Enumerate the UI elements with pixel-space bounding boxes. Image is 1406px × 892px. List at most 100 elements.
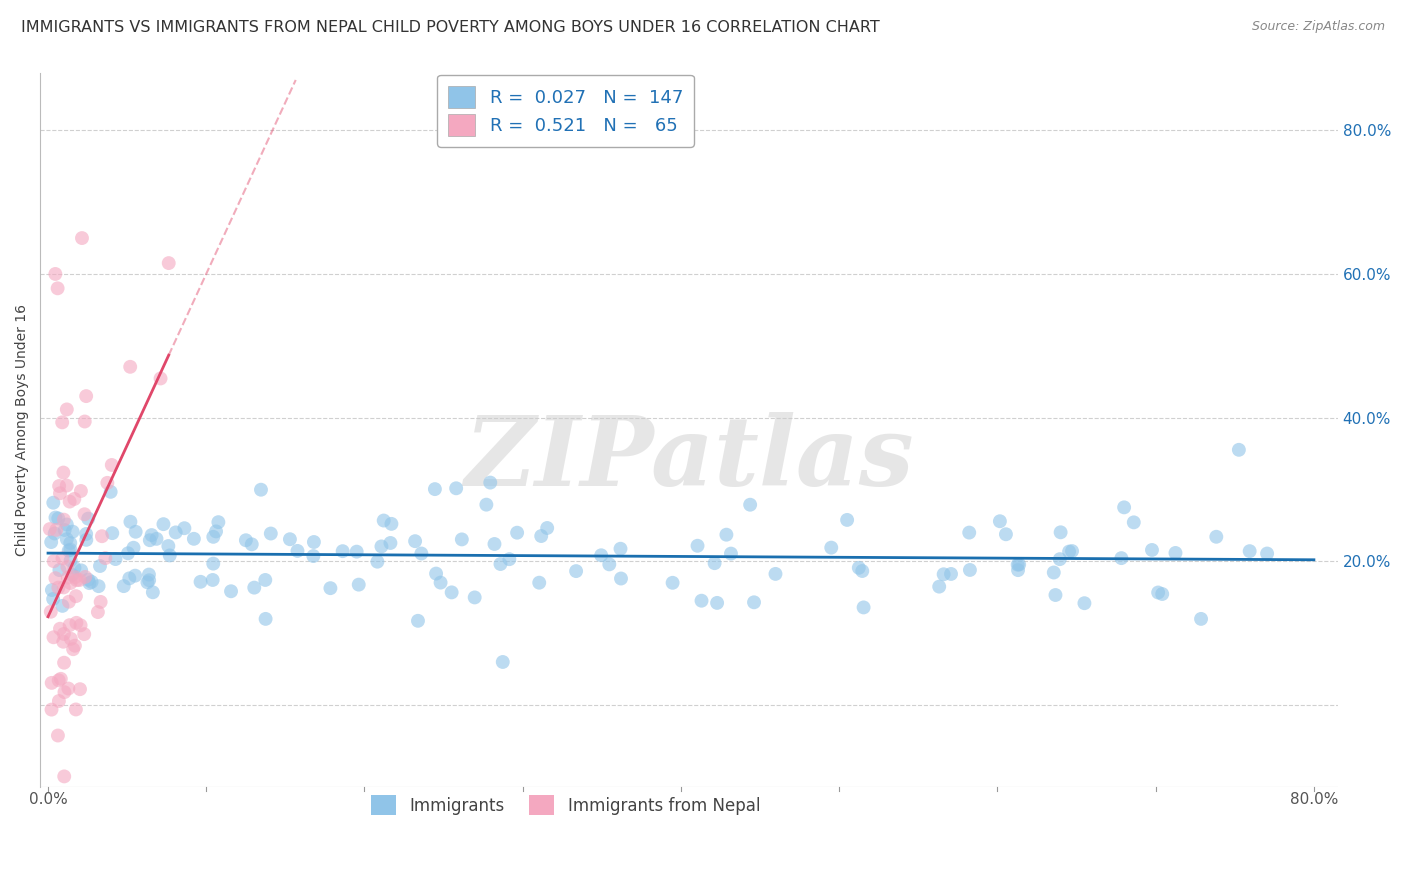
Point xyxy=(39,605,62,619)
Point xyxy=(1164,546,1187,560)
Point xyxy=(65,615,87,630)
Point xyxy=(852,600,875,615)
Point xyxy=(75,527,97,541)
Point xyxy=(690,593,713,607)
Point xyxy=(41,582,63,597)
Point xyxy=(1049,525,1071,540)
Point xyxy=(66,573,89,587)
Point xyxy=(46,729,69,743)
Point xyxy=(53,769,76,783)
Point xyxy=(42,591,65,606)
Point xyxy=(63,570,86,584)
Point xyxy=(610,572,633,586)
Point xyxy=(530,529,553,543)
Point xyxy=(87,579,110,593)
Point xyxy=(48,479,70,493)
Point xyxy=(48,694,70,708)
Point xyxy=(59,536,82,550)
Point xyxy=(101,526,124,541)
Point xyxy=(706,596,728,610)
Point xyxy=(117,546,139,560)
Point xyxy=(347,577,370,591)
Point xyxy=(254,612,277,626)
Point xyxy=(1008,558,1031,572)
Point xyxy=(173,521,195,535)
Point xyxy=(48,563,70,577)
Point xyxy=(1147,585,1170,599)
Point xyxy=(1227,442,1250,457)
Point xyxy=(1152,587,1174,601)
Point xyxy=(62,524,84,539)
Point xyxy=(450,533,472,547)
Legend: Immigrants, Immigrants from Nepal: Immigrants, Immigrants from Nepal xyxy=(361,785,770,825)
Point xyxy=(1239,544,1261,558)
Point xyxy=(112,579,135,593)
Point xyxy=(165,525,187,540)
Point xyxy=(205,524,228,539)
Point xyxy=(59,542,82,557)
Point xyxy=(73,627,96,641)
Point xyxy=(49,672,72,686)
Point xyxy=(48,673,70,688)
Point xyxy=(65,589,87,603)
Point xyxy=(52,581,75,595)
Point xyxy=(79,576,101,591)
Point xyxy=(77,573,100,587)
Point xyxy=(59,632,82,646)
Point xyxy=(63,561,86,575)
Point xyxy=(959,563,981,577)
Point xyxy=(1114,500,1136,515)
Point xyxy=(820,541,842,555)
Point xyxy=(56,517,79,532)
Point xyxy=(41,676,63,690)
Point xyxy=(59,553,82,567)
Point xyxy=(51,551,73,566)
Point xyxy=(59,618,82,632)
Point xyxy=(720,547,742,561)
Point xyxy=(370,540,392,554)
Point xyxy=(373,514,395,528)
Point xyxy=(73,415,96,429)
Point xyxy=(190,574,212,589)
Point xyxy=(591,549,613,563)
Point xyxy=(1205,530,1227,544)
Point xyxy=(52,634,75,648)
Point xyxy=(837,513,859,527)
Point xyxy=(75,570,97,584)
Point xyxy=(63,491,86,506)
Point xyxy=(489,557,512,571)
Point xyxy=(56,570,79,584)
Point xyxy=(742,595,765,609)
Point xyxy=(90,595,112,609)
Point xyxy=(41,703,63,717)
Point xyxy=(703,556,725,570)
Point xyxy=(319,581,342,595)
Point xyxy=(609,541,631,556)
Point xyxy=(287,544,309,558)
Point xyxy=(444,481,467,495)
Point xyxy=(240,537,263,551)
Point xyxy=(46,281,69,295)
Point xyxy=(58,595,80,609)
Point xyxy=(529,575,551,590)
Point xyxy=(243,581,266,595)
Point xyxy=(506,525,529,540)
Point xyxy=(60,567,83,582)
Point xyxy=(565,564,588,578)
Point xyxy=(404,534,426,549)
Point xyxy=(484,537,506,551)
Point xyxy=(101,458,124,472)
Point xyxy=(988,514,1011,528)
Point xyxy=(44,526,66,541)
Point xyxy=(957,525,980,540)
Point xyxy=(75,389,97,403)
Point xyxy=(69,682,91,697)
Point xyxy=(201,573,224,587)
Point xyxy=(118,571,141,585)
Point xyxy=(52,466,75,480)
Point xyxy=(346,544,368,558)
Point xyxy=(157,256,180,270)
Point xyxy=(1007,558,1029,572)
Point xyxy=(141,528,163,542)
Point xyxy=(48,581,70,595)
